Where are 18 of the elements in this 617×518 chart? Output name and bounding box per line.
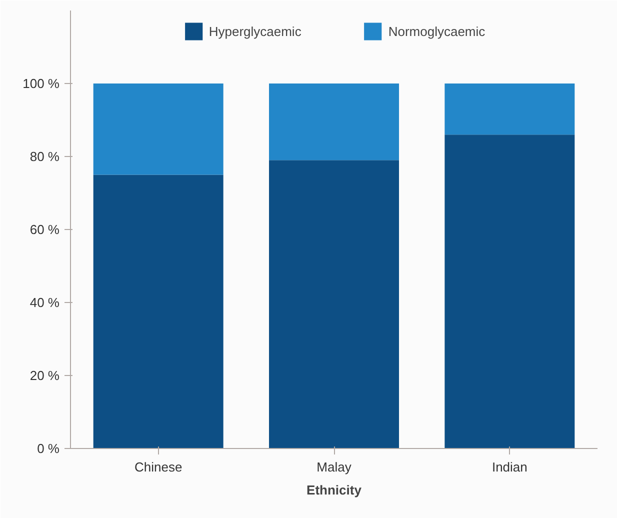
bar bbox=[93, 174, 224, 448]
y-tick-label: 100 % bbox=[22, 76, 60, 91]
bar bbox=[444, 84, 575, 135]
bar bbox=[444, 134, 575, 448]
x-tick-label: Indian bbox=[492, 460, 528, 474]
y-tick-label: 0 % bbox=[37, 441, 60, 456]
y-tick-label: 60 % bbox=[30, 222, 60, 237]
y-tick-label: 80 % bbox=[30, 149, 60, 164]
bar bbox=[269, 84, 399, 160]
legend-label: Hyperglycaemic bbox=[208, 24, 302, 38]
legend-label: Normoglycaemic bbox=[388, 24, 486, 38]
y-tick-label: 40 % bbox=[30, 295, 60, 310]
x-tick-label: Malay bbox=[316, 460, 352, 474]
y-tick-label: 20 % bbox=[30, 368, 60, 383]
bar bbox=[93, 84, 224, 175]
bar bbox=[269, 160, 399, 448]
x-tick-label: Chinese bbox=[134, 460, 182, 474]
x-axis-title: Ethnicity bbox=[306, 482, 362, 498]
